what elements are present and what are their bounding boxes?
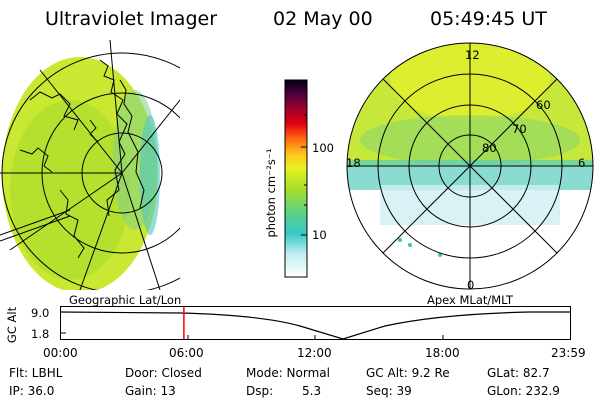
apex-panel-label: Apex MLat/MLT [427,293,514,307]
dsp-value: 5.3 [302,384,322,398]
time-tick-2359: 23:59 [551,346,586,360]
mode-info: Mode: Normal [246,366,330,380]
mlt-label-12: 12 [465,48,480,62]
altitude-ymax: 9.0 [31,306,50,320]
colorbar-label: photon cm⁻²s⁻¹ [264,148,278,238]
colorbar-tick-10: 10 [312,228,327,242]
mlt-label-0: 0 [467,278,475,292]
geographic-image [0,40,180,290]
geographic-panel-label: Geographic Lat/Lon [69,293,182,307]
time-label: 05:49:45 UT [430,8,547,30]
date-label: 02 May 00 [273,8,373,30]
polar-plot [346,42,594,290]
altitude-ymin: 1.8 [31,327,50,341]
glon-info: GLon: 232.9 [487,384,560,398]
ip-info: IP: 36.0 [9,384,55,398]
instrument-title: Ultraviolet Imager [45,8,218,30]
time-tick-0600: 06:00 [169,346,204,360]
mlat-label-60: 60 [536,98,551,112]
time-tick-1800: 18:00 [425,346,460,360]
time-tick-1200: 12:00 [297,346,332,360]
mlat-label-70: 70 [512,122,527,136]
dsp-label: Dsp: [246,384,274,398]
gain-info: Gain: 13 [125,384,176,398]
door-info: Door: Closed [125,366,202,380]
filter-info: Flt: LBHL [9,366,63,380]
altitude-ylabel: GC Alt [5,306,20,344]
altitude-strip [60,306,571,340]
colorbar-tick-100: 100 [312,141,334,155]
mlt-label-6: 6 [578,156,586,170]
seq-info: Seq: 39 [366,384,412,398]
gc-alt-info: GC Alt: 9.2 Re [366,366,450,380]
mlt-label-18: 18 [346,156,361,170]
colorbar [284,79,308,278]
altitude-curve [60,311,570,340]
time-tick-0000: 00:00 [43,346,78,360]
glat-info: GLat: 82.7 [487,366,550,380]
mlat-label-80: 80 [482,141,497,155]
